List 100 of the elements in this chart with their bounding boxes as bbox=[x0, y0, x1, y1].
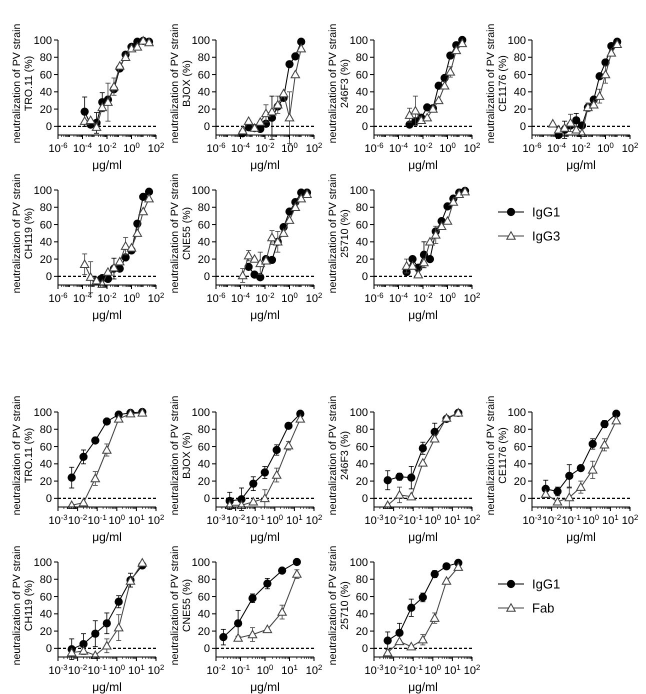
x-tick-label: 10$^{-2}$ bbox=[571, 140, 591, 155]
x-tick-label: 10$^{-3}$ bbox=[522, 512, 542, 527]
x-tick-label: 10$^{2}$ bbox=[464, 662, 480, 677]
y-tick-label: 20 bbox=[356, 476, 368, 488]
y-tick-label: 20 bbox=[40, 476, 52, 488]
x-axis-title: μg/ml bbox=[408, 308, 438, 322]
y-tick-label: 20 bbox=[40, 254, 52, 266]
x-tick-label: 10$^{0}$ bbox=[582, 512, 600, 527]
y-tick-label: 40 bbox=[356, 236, 368, 249]
x-axis-title: μg/ml bbox=[408, 680, 438, 694]
y-tick-label: 80 bbox=[514, 52, 526, 64]
x-tick-label: 10$^{1}$ bbox=[286, 512, 303, 527]
x-tick-label: 10$^{2}$ bbox=[148, 290, 164, 305]
x-tick-label: 10$^{-3}$ bbox=[48, 662, 68, 677]
x-tick-label: 10$^{1}$ bbox=[281, 662, 298, 677]
x-tick-label: 10$^{-2}$ bbox=[68, 512, 88, 527]
x-tick-label: 10$^{1}$ bbox=[444, 512, 461, 527]
y-tick-label: 60 bbox=[356, 591, 368, 604]
y-tick-label: 20 bbox=[514, 104, 526, 116]
x-axis-title: μg/ml bbox=[92, 530, 122, 544]
y-tick-label: 0 bbox=[46, 271, 52, 284]
y-tick-label: 40 bbox=[356, 608, 368, 621]
y-tick-label: 40 bbox=[198, 86, 210, 99]
x-tick-label: 10$^{-4}$ bbox=[72, 140, 93, 155]
y-tick-label: 80 bbox=[40, 574, 52, 586]
x-tick-label: 10$^{-1}$ bbox=[404, 512, 423, 527]
y-tick-label: 100 bbox=[192, 34, 210, 47]
y-tick-label: 100 bbox=[192, 556, 210, 569]
y-tick-label: 100 bbox=[34, 34, 52, 47]
x-tick-label: 10$^{-4}$ bbox=[230, 290, 251, 305]
legend-label: IgG1 bbox=[532, 576, 560, 592]
y-tick-label: 60 bbox=[514, 69, 526, 82]
x-axis-title: μg/ml bbox=[92, 680, 122, 694]
x-tick-label: 10$^{-1}$ bbox=[562, 512, 581, 527]
x-tick-label: 10$^{-1}$ bbox=[88, 662, 107, 677]
x-tick-label: 10$^{-2}$ bbox=[413, 290, 433, 305]
x-tick-label: 10$^{-4}$ bbox=[230, 140, 251, 155]
y-tick-label: 100 bbox=[508, 34, 526, 47]
y-tick-label: 40 bbox=[514, 86, 526, 99]
x-tick-label: 10$^{-2}$ bbox=[542, 512, 562, 527]
x-tick-label: 10$^{-2}$ bbox=[97, 140, 117, 155]
x-tick-label: 10$^{-2}$ bbox=[206, 662, 226, 677]
y-tick-label: 80 bbox=[356, 52, 368, 64]
x-tick-label: 10$^{0}$ bbox=[424, 662, 442, 677]
x-tick-label: 10$^{-2}$ bbox=[384, 662, 404, 677]
y-tick-label: 100 bbox=[192, 406, 210, 419]
x-tick-label: 10$^{-3}$ bbox=[206, 512, 226, 527]
y-tick-label: 60 bbox=[356, 69, 368, 82]
y-tick-label: 0 bbox=[46, 121, 52, 134]
y-tick-label: 0 bbox=[46, 493, 52, 506]
y-tick-label: 40 bbox=[40, 86, 52, 99]
y-tick-label: 80 bbox=[356, 574, 368, 586]
x-tick-label: 10$^{-4}$ bbox=[72, 290, 93, 305]
x-tick-label: 10$^{0}$ bbox=[266, 512, 284, 527]
y-tick-label: 0 bbox=[46, 643, 52, 656]
x-tick-label: 10$^{-2}$ bbox=[384, 512, 404, 527]
x-tick-label: 10$^{0}$ bbox=[123, 290, 140, 305]
y-axis-title: neutralization of PV strain 246F3 (%) bbox=[327, 396, 351, 516]
y-tick-label: 80 bbox=[356, 202, 368, 214]
x-tick-label: 10$^{-2}$ bbox=[255, 140, 275, 155]
y-axis-title: neutralization of PV strain CNE55 (%) bbox=[169, 546, 193, 666]
y-tick-label: 80 bbox=[198, 202, 210, 214]
y-axis-title: neutralization of PV strain CE1176 (%) bbox=[485, 24, 509, 144]
x-tick-label: 10$^{0}$ bbox=[281, 140, 298, 155]
x-axis-title: μg/ml bbox=[408, 158, 438, 172]
x-tick-label: 10$^{2}$ bbox=[464, 512, 480, 527]
x-tick-label: 10$^{0}$ bbox=[439, 290, 456, 305]
x-tick-label: 10$^{1}$ bbox=[128, 512, 145, 527]
x-tick-label: 10$^{2}$ bbox=[306, 290, 322, 305]
y-tick-label: 80 bbox=[356, 424, 368, 436]
x-tick-label: 10$^{0}$ bbox=[108, 512, 126, 527]
x-tick-label: 10$^{2}$ bbox=[306, 662, 322, 677]
x-axis-title: μg/ml bbox=[92, 158, 122, 172]
y-tick-label: 100 bbox=[34, 556, 52, 569]
x-tick-label: 10$^{-1}$ bbox=[230, 662, 250, 677]
y-tick-label: 20 bbox=[198, 626, 210, 638]
x-tick-label: 10$^{-1}$ bbox=[88, 512, 107, 527]
x-tick-label: 10$^{0}$ bbox=[123, 140, 140, 155]
y-axis-title: neutralization of PV strain CE1176 (%) bbox=[485, 396, 509, 516]
y-tick-label: 20 bbox=[356, 254, 368, 266]
x-tick-label: 10$^{-2}$ bbox=[413, 140, 433, 155]
x-tick-label: 10$^{-1}$ bbox=[246, 512, 265, 527]
x-tick-label: 10$^{0}$ bbox=[597, 140, 614, 155]
y-tick-label: 40 bbox=[356, 458, 368, 471]
y-tick-label: 60 bbox=[198, 69, 210, 82]
x-tick-label: 10$^{2}$ bbox=[306, 140, 322, 155]
x-tick-label: 10$^{-2}$ bbox=[68, 662, 88, 677]
y-tick-label: 20 bbox=[356, 104, 368, 116]
x-tick-label: 10$^{-4}$ bbox=[388, 290, 409, 305]
x-tick-label: 10$^{-3}$ bbox=[364, 662, 384, 677]
y-tick-label: 0 bbox=[520, 493, 526, 506]
y-tick-label: 60 bbox=[198, 441, 210, 454]
x-tick-label: 10$^{2}$ bbox=[148, 662, 164, 677]
y-tick-label: 0 bbox=[362, 493, 368, 506]
y-tick-label: 60 bbox=[514, 441, 526, 454]
y-tick-label: 100 bbox=[34, 184, 52, 197]
x-tick-label: 10$^{-6}$ bbox=[206, 140, 226, 155]
y-tick-label: 100 bbox=[350, 406, 368, 419]
y-tick-label: 0 bbox=[362, 271, 368, 284]
x-tick-label: 10$^{2}$ bbox=[148, 140, 164, 155]
